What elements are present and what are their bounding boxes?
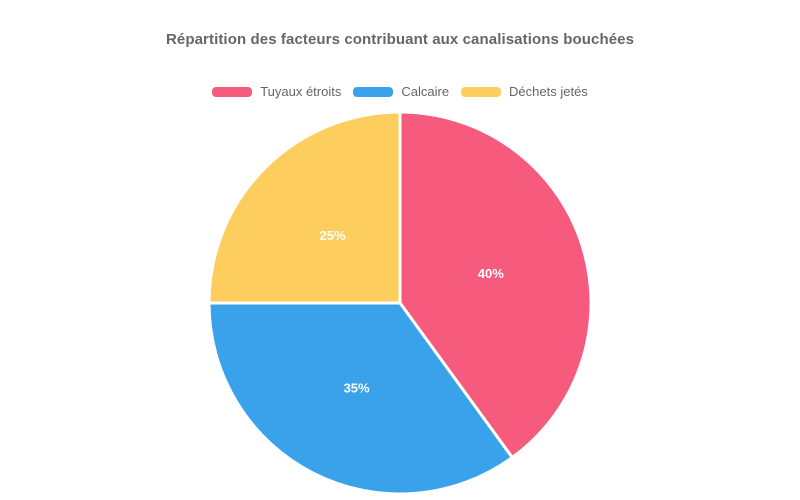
pie-slice-tuyaux-etroits[interactable] xyxy=(398,110,593,460)
legend-label: Déchets jetés xyxy=(509,84,588,99)
legend-swatch-tuyaux-etroits xyxy=(212,86,253,97)
legend-item-dechets-jetes[interactable]: Déchets jetés xyxy=(461,85,588,98)
legend-label: Calcaire xyxy=(401,84,450,99)
legend-swatch-dechets-jetes xyxy=(461,86,502,97)
pie-slice-calcaire[interactable] xyxy=(207,301,514,496)
legend-swatch-calcaire xyxy=(353,86,394,97)
pie-slice-dechets-jetes[interactable] xyxy=(207,110,402,305)
legend-item-tuyaux-etroits[interactable]: Tuyaux étroits xyxy=(212,85,341,98)
legend: Tuyaux étroits Calcaire Déchets jetés xyxy=(0,85,800,98)
chart-title: Répartition des facteurs contribuant aux… xyxy=(165,31,635,48)
legend-label: Tuyaux étroits xyxy=(260,84,342,99)
legend-item-calcaire[interactable]: Calcaire xyxy=(353,85,449,98)
